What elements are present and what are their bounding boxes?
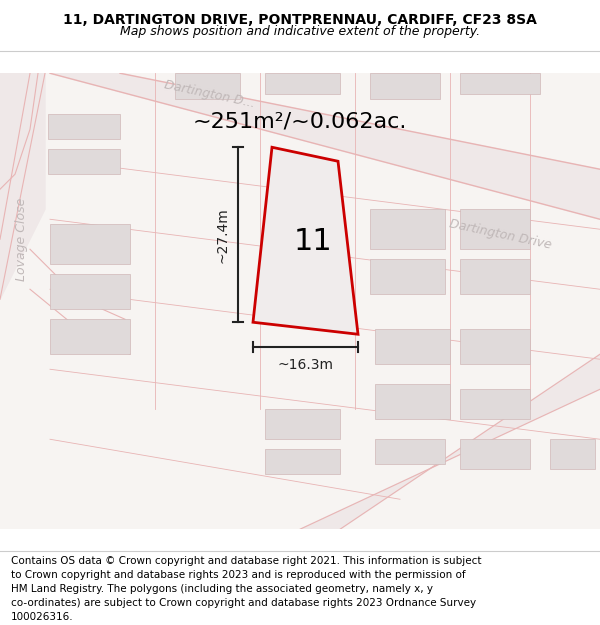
Polygon shape: [0, 73, 45, 299]
Polygon shape: [550, 439, 595, 469]
Text: co-ordinates) are subject to Crown copyright and database rights 2023 Ordnance S: co-ordinates) are subject to Crown copyr…: [11, 598, 476, 608]
Polygon shape: [50, 224, 130, 264]
Text: Map shows position and indicative extent of the property.: Map shows position and indicative extent…: [120, 26, 480, 39]
Text: Dartington D...: Dartington D...: [163, 78, 257, 110]
Polygon shape: [460, 259, 530, 294]
Polygon shape: [375, 439, 445, 464]
Text: 11, DARTINGTON DRIVE, PONTPRENNAU, CARDIFF, CF23 8SA: 11, DARTINGTON DRIVE, PONTPRENNAU, CARDI…: [63, 12, 537, 27]
Text: Lovage Close: Lovage Close: [16, 198, 29, 281]
Polygon shape: [253, 148, 358, 334]
Polygon shape: [265, 73, 340, 94]
Polygon shape: [175, 73, 240, 99]
Text: 100026316.: 100026316.: [11, 612, 73, 622]
Polygon shape: [460, 389, 530, 419]
Polygon shape: [265, 409, 340, 439]
Polygon shape: [265, 449, 340, 474]
Polygon shape: [460, 329, 530, 364]
Text: Dartington Drive: Dartington Drive: [448, 217, 553, 251]
Polygon shape: [48, 114, 120, 139]
Polygon shape: [375, 329, 450, 364]
Text: ~16.3m: ~16.3m: [277, 358, 334, 372]
Text: to Crown copyright and database rights 2023 and is reproduced with the permissio: to Crown copyright and database rights 2…: [11, 570, 466, 580]
Text: HM Land Registry. The polygons (including the associated geometry, namely x, y: HM Land Registry. The polygons (includin…: [11, 584, 433, 594]
Polygon shape: [50, 73, 600, 219]
Polygon shape: [460, 439, 530, 469]
Polygon shape: [370, 259, 445, 294]
Text: Contains OS data © Crown copyright and database right 2021. This information is : Contains OS data © Crown copyright and d…: [11, 556, 481, 566]
Text: ~27.4m: ~27.4m: [215, 207, 229, 262]
Polygon shape: [48, 149, 120, 174]
Polygon shape: [460, 209, 530, 249]
Text: ~251m²/~0.062ac.: ~251m²/~0.062ac.: [193, 111, 407, 131]
Polygon shape: [370, 209, 445, 249]
Polygon shape: [460, 73, 540, 94]
Polygon shape: [50, 274, 130, 309]
Polygon shape: [50, 319, 130, 354]
Polygon shape: [375, 384, 450, 419]
Polygon shape: [300, 354, 600, 529]
Text: 11: 11: [294, 227, 332, 256]
Polygon shape: [370, 73, 440, 99]
